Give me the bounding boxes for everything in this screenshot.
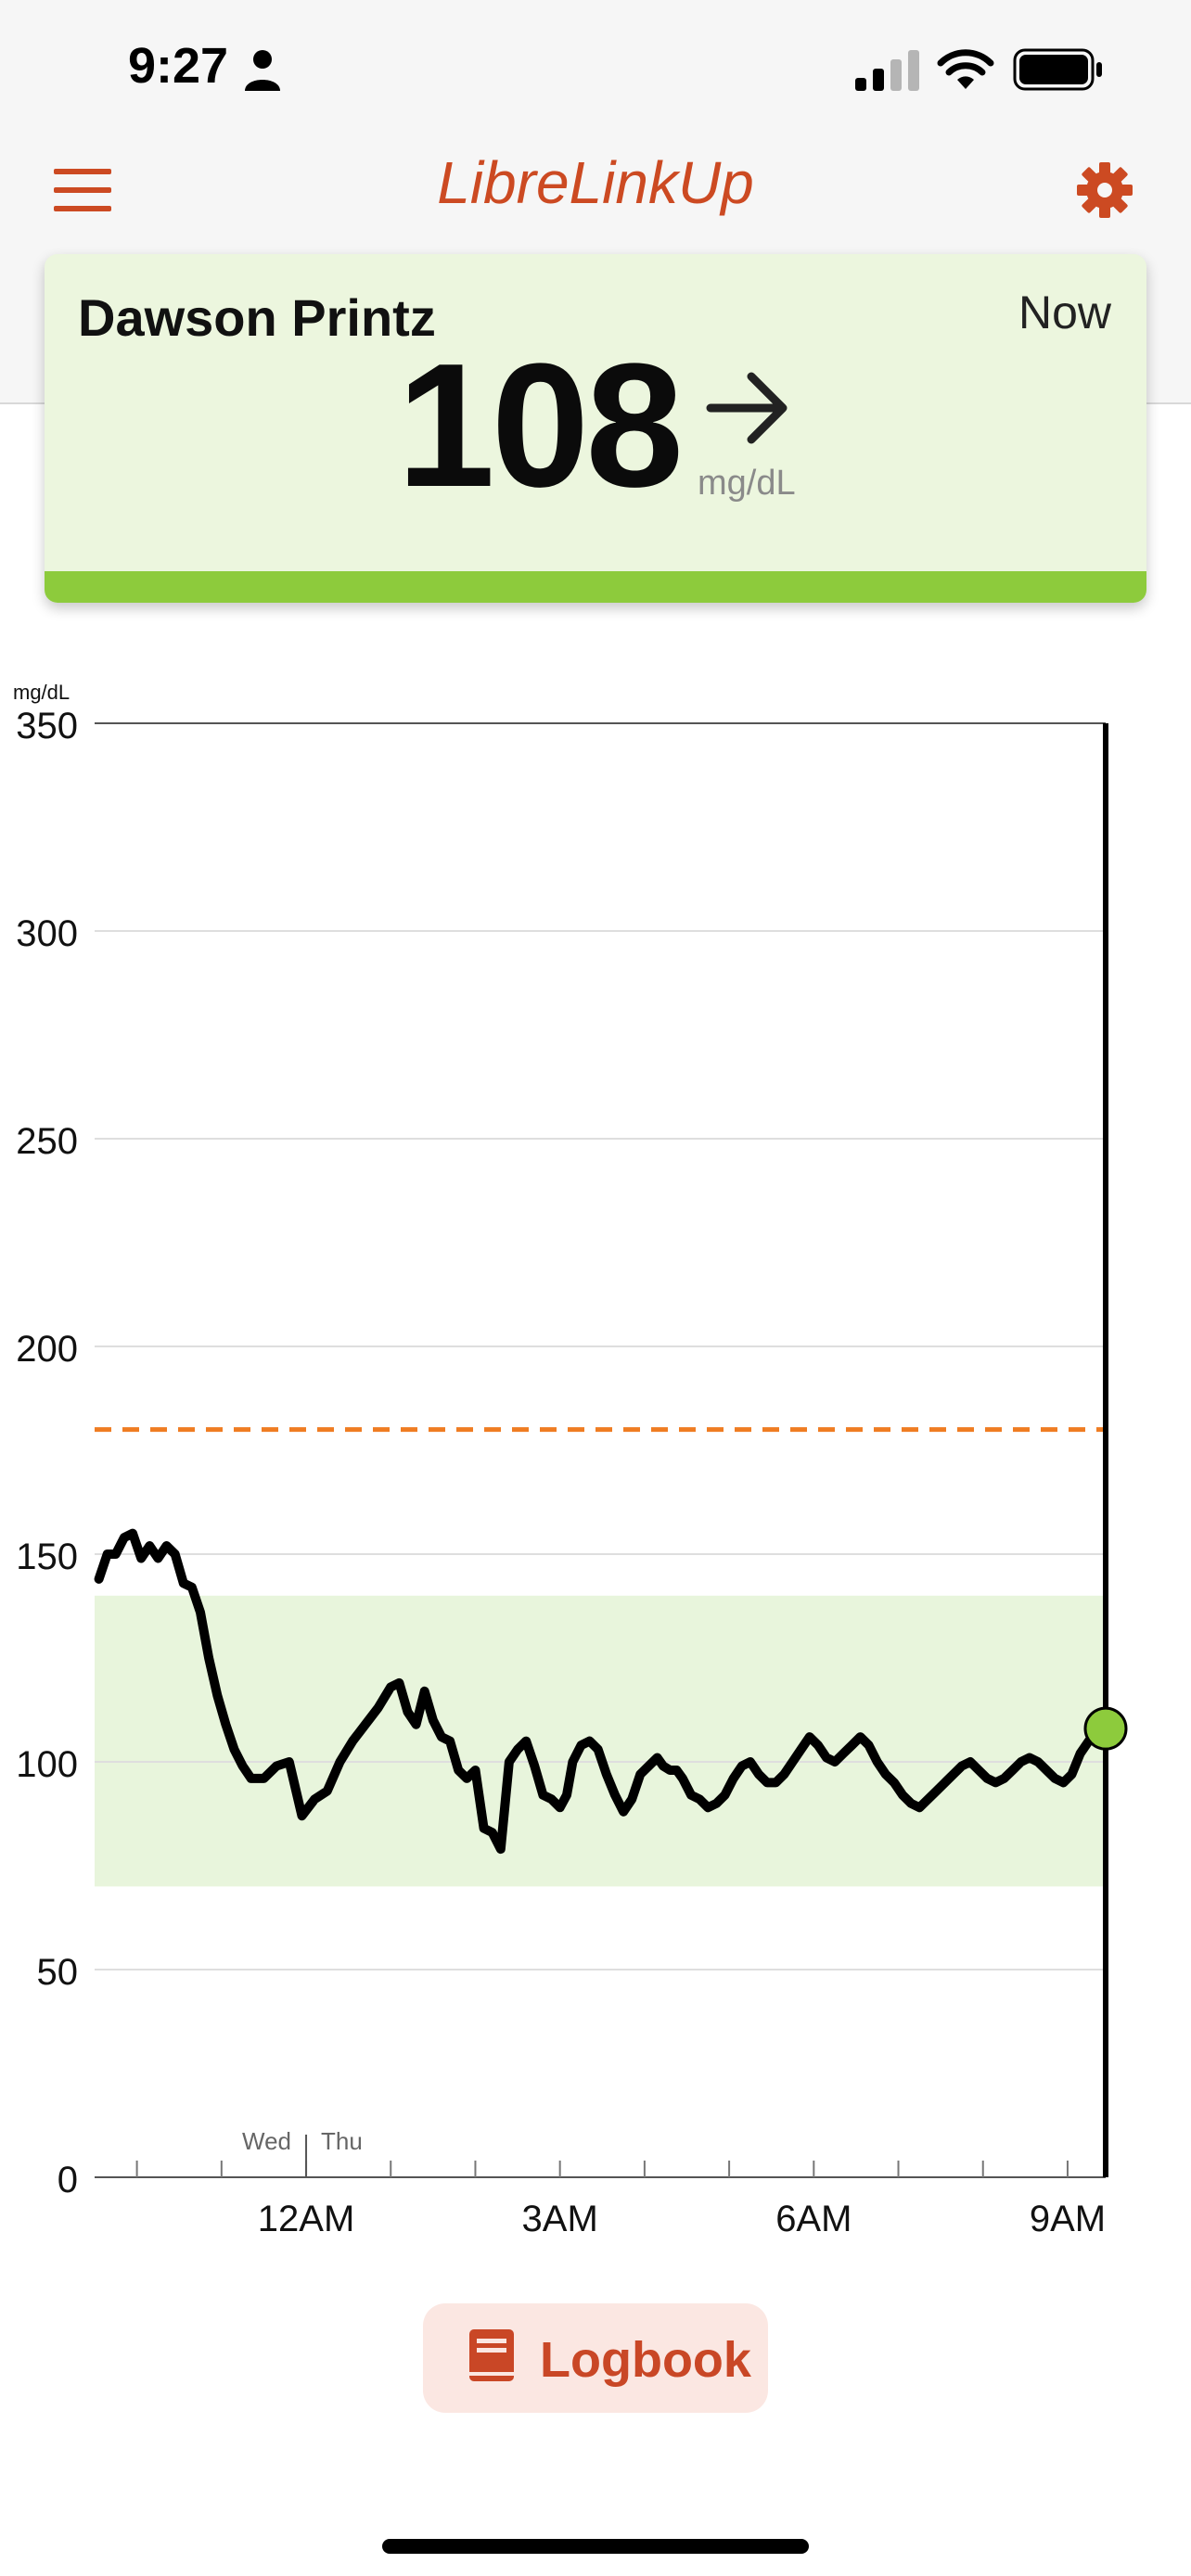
y-axis-label: mg/dL xyxy=(13,681,70,704)
book-icon xyxy=(469,2329,514,2381)
reading-time-label: Now xyxy=(1018,287,1111,338)
x-tick-label: 12AM xyxy=(258,2199,355,2239)
home-indicator xyxy=(382,2539,809,2554)
y-tick-label: 0 xyxy=(58,2160,78,2200)
x-tick-label: 9AM xyxy=(1030,2199,1106,2239)
x-tick-label: 6AM xyxy=(775,2199,852,2239)
logbook-label: Logbook xyxy=(540,2332,751,2388)
patient-name: Dawson Printz xyxy=(78,288,436,347)
glucose-line xyxy=(94,1528,1110,1855)
status-color-bar xyxy=(45,571,1146,603)
x-tick-label: 3AM xyxy=(522,2199,598,2239)
y-tick-label: 250 xyxy=(16,1121,78,1162)
y-tick-label: 150 xyxy=(16,1537,78,1577)
logbook-button[interactable]: Logbook xyxy=(423,2303,768,2413)
wifi-icon xyxy=(937,49,994,89)
y-tick-label: 300 xyxy=(16,913,78,954)
arrow-right-icon xyxy=(706,372,788,444)
person-icon xyxy=(245,50,280,91)
cellular-signal-icon xyxy=(855,50,919,91)
day-label-previous: Wed xyxy=(242,2127,291,2155)
y-tick-label: 50 xyxy=(37,1952,79,1993)
day-label-current: Thu xyxy=(321,2127,363,2155)
y-tick-label: 350 xyxy=(16,706,78,746)
glucose-reading-card[interactable]: Dawson Printz Now 108 mg/dL xyxy=(45,254,1146,603)
y-tick-label: 200 xyxy=(16,1329,78,1370)
current-reading-point xyxy=(1083,1706,1128,1751)
status-time: 9:27 xyxy=(128,38,229,94)
glucose-value: 108 xyxy=(397,327,684,524)
glucose-unit: mg/dL xyxy=(698,464,796,503)
hamburger-menu-icon[interactable] xyxy=(54,167,111,213)
target-range-band xyxy=(95,1595,1106,1887)
y-tick-label: 100 xyxy=(16,1744,78,1785)
app-title: LibreLinkUp xyxy=(437,149,754,216)
gear-icon[interactable] xyxy=(1076,161,1133,219)
battery-icon xyxy=(1013,48,1102,91)
